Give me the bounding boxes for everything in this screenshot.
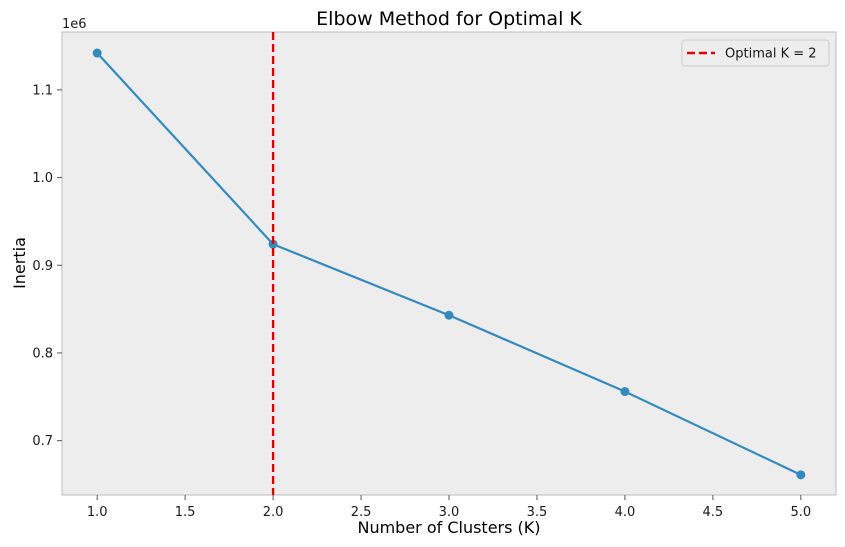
data-point [444, 310, 454, 320]
y-axis-ticks: 0.7 0.8 0.9 1.0 1.1 [32, 83, 62, 449]
series-layer [92, 48, 806, 480]
x-tick-label: 3.0 [439, 505, 460, 520]
x-tick-label: 1.5 [175, 505, 196, 520]
y-offset-label: 1e6 [62, 17, 87, 32]
x-tick-label: 4.0 [615, 505, 636, 520]
legend-label: Optimal K = 2 [725, 47, 817, 62]
y-axis-title: Inertia [10, 237, 29, 289]
x-tick-label: 5.0 [790, 505, 811, 520]
data-point [268, 239, 278, 249]
y-tick-label: 0.9 [32, 259, 53, 274]
x-tick-label: 1.0 [87, 505, 108, 520]
x-axis-title: Number of Clusters (K) [357, 518, 540, 537]
x-axis-ticks: 1.0 1.5 2.0 2.5 3.0 3.5 4.0 4.5 5.0 [87, 495, 811, 520]
x-tick-label: 2.5 [351, 505, 372, 520]
chart-title: Elbow Method for Optimal K [316, 8, 582, 30]
x-tick-label: 4.5 [703, 505, 724, 520]
y-tick-label: 1.1 [32, 83, 53, 98]
legend: Optimal K = 2 [681, 39, 830, 67]
x-tick-label: 3.5 [527, 505, 548, 520]
y-tick-label: 0.7 [32, 434, 53, 449]
legend-box [681, 39, 830, 67]
data-point [92, 48, 102, 58]
y-tick-label: 1.0 [32, 171, 53, 186]
data-point [620, 387, 630, 397]
y-tick-label: 0.8 [32, 346, 53, 361]
x-tick-label: 2.0 [263, 505, 284, 520]
plot-area [61, 31, 837, 496]
data-point [796, 470, 806, 480]
